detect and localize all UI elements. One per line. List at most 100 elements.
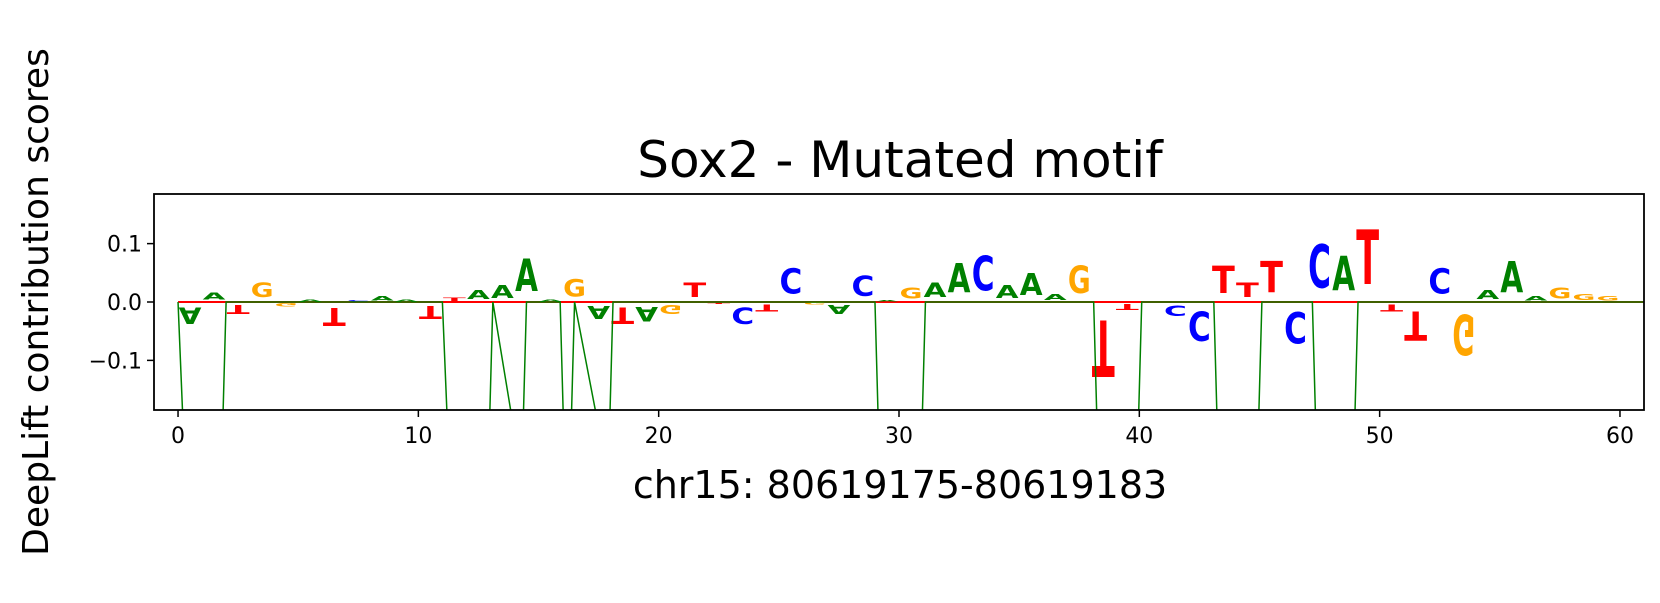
letter-c-45: C [1284,302,1307,352]
letter-g-37: G [1068,258,1091,302]
letter-t-24: T [755,302,778,314]
letter-a-13: A [491,282,514,302]
logo-letter: C [852,270,875,302]
letter-c-25: C [779,261,802,302]
logo-letter: T [1236,279,1259,302]
logo-letter: G [1068,258,1091,302]
y-axis: 0.1 0.0 −0.1 [89,233,154,374]
letter-t-22: T [707,302,731,304]
letter-a-15: A [539,299,563,302]
logo-letter: A [179,301,203,327]
logo-letter: C [1164,302,1187,318]
logo-letter: A [1476,288,1499,302]
logo-letter: A [635,302,658,325]
letter-a-17: A [587,302,610,322]
letter-g-16: G [563,275,586,303]
letter-t-44: T [1260,254,1283,303]
x-axis-label: chr15: 80619175-80619183 [633,463,1167,507]
letter-c-7: C [347,300,370,302]
letter-g-57: G [1573,293,1596,302]
y-tick-label: 0.0 [107,291,142,316]
logo-letter: A [1524,295,1548,302]
logo-letter: T [1092,301,1115,391]
x-tick-label: 60 [1606,424,1634,449]
logo-letter: T [323,302,346,331]
letter-g-4: G [275,302,298,307]
logo-letter: A [996,282,1019,302]
logo-letter: A [203,291,226,302]
letter-a-54: A [1500,252,1523,302]
letter-g-20: G [659,302,682,316]
logo-letter: G [1573,293,1596,302]
logo-letter: T [755,302,778,314]
letter-t-21: T [683,279,706,302]
attribution-line [177,301,1644,410]
logo-letter: A [491,282,514,302]
letter-c-40: C [1164,302,1187,318]
logo-letter: A [1044,294,1067,303]
logo-letter: A [587,302,610,322]
letter-c-46: C [1308,234,1331,303]
logo-letter: T [227,302,251,316]
logo-letter: A [1500,252,1523,302]
letter-a-36: A [1044,294,1067,303]
logo-letter: T [419,302,443,322]
letter-t-6: T [323,302,346,331]
logo-letter: G [1548,285,1571,302]
letter-t-2: T [227,302,251,316]
logo-letter: A [395,299,419,302]
logo-letter: A [467,288,490,302]
letter-a-53: A [1476,288,1499,302]
x-tick-label: 20 [645,424,673,449]
letter-t-39: T [1116,302,1139,311]
letter-t-18: T [611,302,634,328]
letter-t-50: T [1404,302,1427,349]
letter-a-5: A [299,299,323,302]
logo-letter: C [779,261,802,302]
letter-a-14: A [515,250,538,302]
x-tick-label: 40 [1125,424,1153,449]
letter-a-27: A [828,302,851,316]
letter-g-58: G [1597,294,1620,302]
logo-letter: A [1020,268,1043,303]
logo-letter: T [1380,302,1403,314]
line-layer [177,301,1644,410]
logo-letter: T [611,302,634,328]
letter-a-55: A [1524,295,1548,302]
letter-c-51: C [1428,261,1451,302]
letter-t-48: T [1356,214,1379,302]
logo-letter: T [1212,259,1236,302]
logo-letter: C [1428,261,1451,302]
logo-letter: C [1308,234,1331,303]
logo-letter: T [1116,302,1139,311]
logo-letter: T [707,302,731,304]
letter-c-28: C [852,270,875,302]
letter-g-26: G [803,302,826,305]
letter-t-10: T [419,302,443,322]
logo-letter: T [1260,254,1283,303]
logo-letter: C [731,302,754,328]
letter-a-9: A [395,299,419,302]
letter-a-0: A [179,301,203,327]
letter-a-35: A [1020,268,1043,303]
letter-t-42: T [1212,259,1236,302]
letter-a-47: A [1332,247,1355,302]
logo-letter: C [347,300,370,302]
logo-letter: G [803,302,826,305]
logo-letter: A [1332,247,1355,302]
logo-letter: T [683,279,706,302]
x-axis: 0 10 20 30 40 50 60 [171,410,1634,449]
letter-a-1: A [203,291,226,302]
y-tick-label: 0.1 [107,233,142,258]
letter-a-19: A [635,302,658,325]
y-tick-label: −0.1 [89,349,142,374]
x-tick-label: 30 [885,424,913,449]
logo-letter: G [251,279,274,302]
letter-a-29: A [876,300,900,302]
letter-a-8: A [371,295,395,302]
logo-letter: A [828,302,851,316]
logo-letter: G [1452,301,1475,364]
letter-t-38: T [1092,301,1115,391]
logo-letter: G [900,285,923,302]
